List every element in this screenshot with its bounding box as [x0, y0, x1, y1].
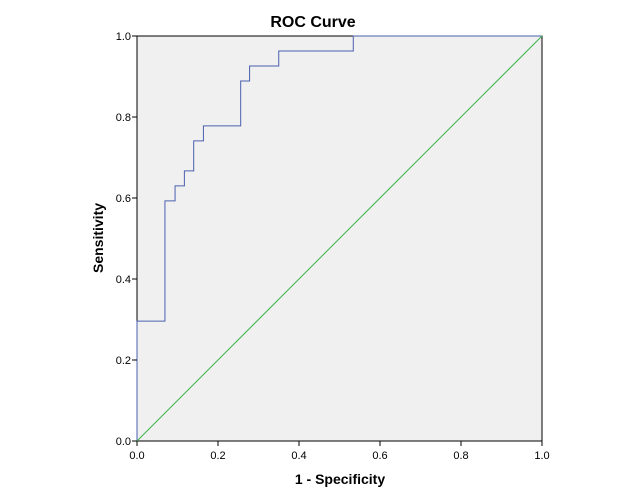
series-layer: [136, 35, 543, 442]
y-tick-label: 0.2: [116, 355, 131, 367]
y-tick-label: 0.0: [116, 436, 131, 448]
x-tick-label: 0.6: [372, 450, 387, 462]
x-tick-label: 0.8: [453, 450, 468, 462]
x-axis-label: 1 - Specificity: [295, 471, 385, 487]
x-tick-label: 0.2: [210, 450, 225, 462]
x-tick-label: 0.0: [129, 450, 144, 462]
y-tick-label: 1.0: [116, 31, 131, 43]
roc-curve-line: [136, 35, 542, 441]
y-axis-label: Sensitivity: [90, 203, 106, 273]
reference-diagonal-line: [136, 35, 543, 442]
axes-layer: 0.0 0.2 0.4 0.6 0.8 1.0 0.0 0.2 0.4 0.6 0.8 1.0: [116, 31, 550, 462]
x-tick-label: 1.0: [534, 450, 549, 462]
y-tick-label: 0.8: [116, 112, 131, 124]
x-tick-label: 0.4: [291, 450, 306, 462]
chart-title: ROC Curve: [270, 14, 355, 31]
y-tick-label: 0.6: [116, 193, 131, 205]
y-tick-label: 0.4: [116, 274, 131, 286]
